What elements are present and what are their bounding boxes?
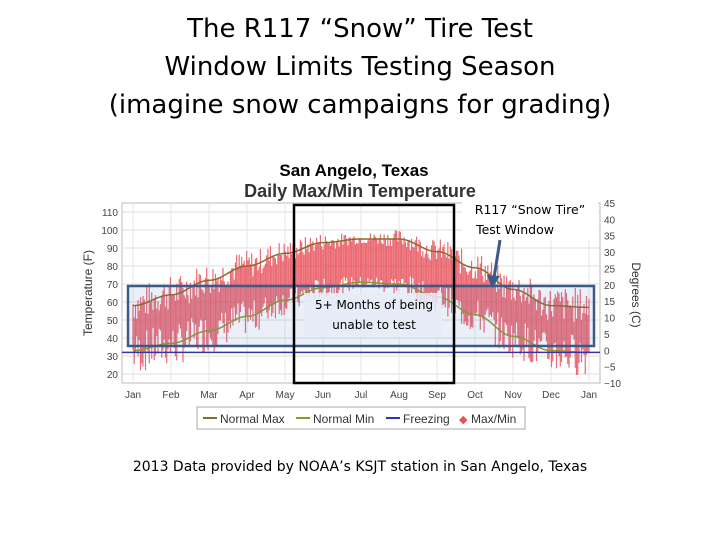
y-tick-label: 70 <box>107 280 119 291</box>
x-tick-label: Nov <box>504 390 522 401</box>
y2-tick-label: 20 <box>604 281 616 292</box>
y-axis-label: Temperature (F) <box>81 250 95 336</box>
y-tick-label: 110 <box>102 208 118 219</box>
gap-label-line-1: 5+ Months of being <box>315 298 433 312</box>
y-tick-label: 20 <box>107 370 119 381</box>
title-line-2: Window Limits Testing Season <box>164 52 556 82</box>
y2-tick-label: 0 <box>604 346 610 357</box>
arrowhead-icon <box>487 275 500 288</box>
title-line-1: The R117 “Snow” Tire Test <box>187 14 533 44</box>
y2-tick-label: −10 <box>604 379 621 390</box>
legend-max-min: Max/Min <box>471 412 516 426</box>
x-tick-label: Apr <box>239 390 255 401</box>
y-tick-label: 30 <box>107 352 119 363</box>
x-tick-label: Jan <box>581 390 597 401</box>
y2-tick-label: 25 <box>604 264 616 275</box>
x-tick-label: Mar <box>200 390 218 401</box>
y2-tick-label: 10 <box>604 314 616 325</box>
y-tick-label: 90 <box>107 244 119 255</box>
x-tick-label: Sep <box>428 390 446 401</box>
data-source-footer: 2013 Data provided by NOAA’s KSJT statio… <box>132 459 588 475</box>
y2-tick-label: 45 <box>604 199 616 210</box>
x-tick-label: May <box>276 390 295 401</box>
x-tick-label: Jun <box>315 390 331 401</box>
x-tick-label: Jul <box>355 390 368 401</box>
legend-max-min-marker-icon: ◆ <box>459 413 468 426</box>
y-tick-label: 100 <box>101 226 118 237</box>
chart-title: Daily Max/Min Temperature <box>244 181 476 201</box>
normal-max-line <box>132 238 589 309</box>
y2-tick-label: 5 <box>604 330 610 341</box>
normal-min-line <box>132 281 589 354</box>
untestable-period-box <box>292 203 456 385</box>
gap-label-background <box>304 293 442 337</box>
test-window-arrow <box>492 239 502 279</box>
x-tick-label: Aug <box>390 390 408 401</box>
x-tick-label: Feb <box>162 390 180 401</box>
y-tick-label: 60 <box>107 298 119 309</box>
legend-normal-min: Normal Min <box>313 412 374 426</box>
y2-tick-label: −5 <box>604 363 616 374</box>
y2-tick-label: 30 <box>604 248 616 259</box>
legend-freezing: Freezing <box>403 412 450 426</box>
y-tick-label: 80 <box>107 262 119 273</box>
title-line-3: (imagine snow campaigns for grading) <box>108 90 612 120</box>
chart-location: San Angelo, Texas <box>279 161 428 180</box>
test-window-label-line-1: R117 “Snow Tire” <box>475 202 585 217</box>
x-tick-label: Jan <box>125 390 141 401</box>
y-axis-ticks: 20 30 40 50 60 70 80 90 100 110 <box>101 208 118 381</box>
y-tick-label: 40 <box>107 334 119 345</box>
legend-normal-max: Normal Max <box>220 412 285 426</box>
y2-tick-label: 15 <box>604 297 616 308</box>
y2-tick-label: 40 <box>604 215 616 226</box>
y-tick-label: 50 <box>107 316 119 327</box>
y2-axis-ticks: −10 −5 0 5 10 15 20 25 30 35 40 45 <box>604 199 621 390</box>
legend-frame <box>196 406 526 430</box>
gap-label-line-2: unable to test <box>332 318 416 332</box>
x-tick-label: Dec <box>542 390 560 401</box>
test-window-label-line-2: Test Window <box>475 222 554 237</box>
y2-tick-label: 35 <box>604 232 616 243</box>
x-tick-label: Oct <box>467 390 483 401</box>
x-axis-ticks: Jan Feb Mar Apr May Jun Jul Aug Sep Oct Nov Dec Jan <box>125 390 597 401</box>
y2-axis-label: Degrees (C) <box>629 262 643 327</box>
chart-legend: Normal Max Normal Min Freezing ◆ Max/Min <box>196 406 526 430</box>
test-window-label-background <box>462 200 598 240</box>
slide-title: The R117 “Snow” Tire Test Window Limits … <box>0 10 720 124</box>
